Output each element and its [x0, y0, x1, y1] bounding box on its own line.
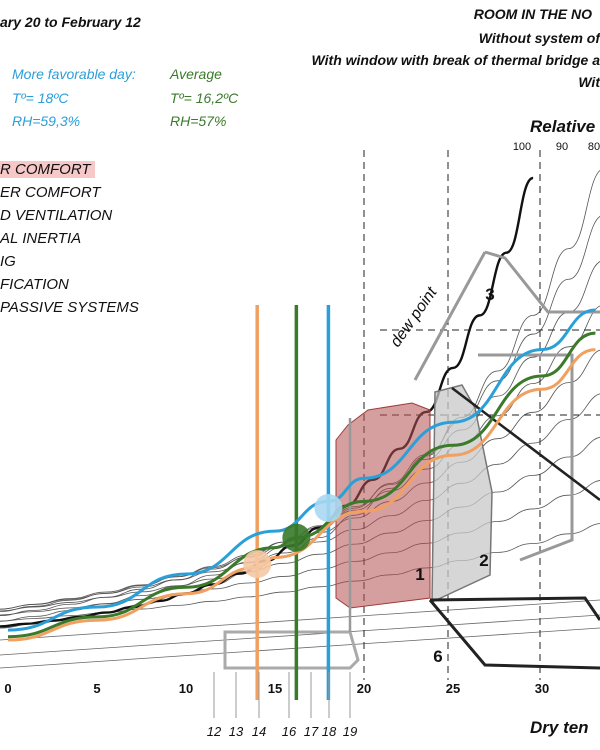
- zone-label-1: 1: [415, 565, 424, 584]
- wit-line: Wit: [578, 74, 600, 90]
- series-line-2: [7, 348, 596, 642]
- zone-label-2: 2: [479, 551, 488, 570]
- daily-tick-label: 14: [252, 724, 266, 739]
- series-line-0: [7, 308, 596, 632]
- y-axis-title: Relative: [530, 117, 596, 136]
- dew-point-label: dew point: [387, 284, 441, 350]
- system-line: Without system of: [478, 30, 600, 46]
- zone-6-outline: [429, 596, 600, 621]
- x-tick-label: 5: [93, 681, 100, 696]
- favorable-day-label: More favorable day:: [12, 66, 136, 82]
- favorable-day-rh: RH=59,3%: [12, 113, 81, 129]
- moisture-line: [0, 627, 600, 669]
- legend-item-humidification: FICATION: [0, 276, 69, 293]
- ventilation-zone-outline: [451, 387, 600, 501]
- state-point-coldest: [243, 550, 272, 579]
- average-day-label: Average: [170, 66, 222, 82]
- legend-item-extended-comfort: ER COMFORT: [0, 184, 101, 201]
- daily-tick-label: 12: [207, 724, 222, 739]
- rh-tick-label: 90: [556, 141, 568, 153]
- x-axis-title: Dry ten: [530, 718, 589, 737]
- rh-grid-line: [0, 349, 600, 610]
- zone-3-outline: [413, 251, 487, 381]
- x-tick-label: 25: [446, 681, 460, 696]
- average-day-temp: Tº= 16,2ºC: [170, 90, 239, 106]
- rh-grid-line: [0, 305, 600, 612]
- legend-item-comfort: R COMFORT: [0, 161, 95, 178]
- x-tick-label: 0: [4, 681, 11, 696]
- rh-tick-label: 80: [588, 141, 600, 153]
- favorable-day-temp: Tº= 18ºC: [12, 90, 69, 106]
- x-tick-label: 30: [535, 681, 549, 696]
- rh-grid-line: [0, 393, 600, 610]
- series-line-1: [7, 331, 596, 639]
- state-point-average: [282, 523, 311, 552]
- legend-item-heating: IG: [0, 253, 16, 270]
- legend-item-passive-systems: PASSIVE SYSTEMS: [0, 299, 139, 316]
- daily-tick-label: 19: [343, 724, 357, 739]
- daily-tick-label: 18: [322, 724, 337, 739]
- room-title: ROOM IN THE NO: [473, 6, 592, 22]
- daily-tick-label: 16: [282, 724, 297, 739]
- state-point-favorable: [314, 494, 343, 522]
- zone-6-outline: [428, 599, 600, 670]
- x-tick-label: 20: [357, 681, 371, 696]
- rh-grid-line: [0, 436, 600, 612]
- rh-grid-line: [0, 261, 600, 617]
- window-line: With window with break of thermal bridge…: [311, 52, 600, 68]
- legend-item-ventilation: D VENTILATION: [0, 207, 113, 224]
- legend-item-thermal-inertia: AL INERTIA: [0, 230, 82, 247]
- moisture-line: [0, 599, 600, 641]
- x-tick-label: 10: [179, 681, 193, 696]
- daily-tick-label: 17: [304, 724, 319, 739]
- x-tick-label: 15: [268, 681, 282, 696]
- zone-3-outline: [484, 250, 600, 314]
- zone-label-6: 6: [433, 647, 442, 666]
- moisture-line: [0, 614, 600, 656]
- zone-2-outline: [478, 353, 574, 562]
- heating-zone-outline: [223, 630, 360, 670]
- zone-label-3: 3: [485, 285, 494, 304]
- average-day-rh: RH=57%: [170, 113, 227, 129]
- rh-tick-label: 100: [513, 141, 531, 153]
- period-title: ary 20 to February 12: [0, 14, 141, 30]
- rh-grid-line: [0, 480, 600, 616]
- daily-tick-label: 13: [229, 724, 244, 739]
- rh-grid-line: [0, 216, 600, 622]
